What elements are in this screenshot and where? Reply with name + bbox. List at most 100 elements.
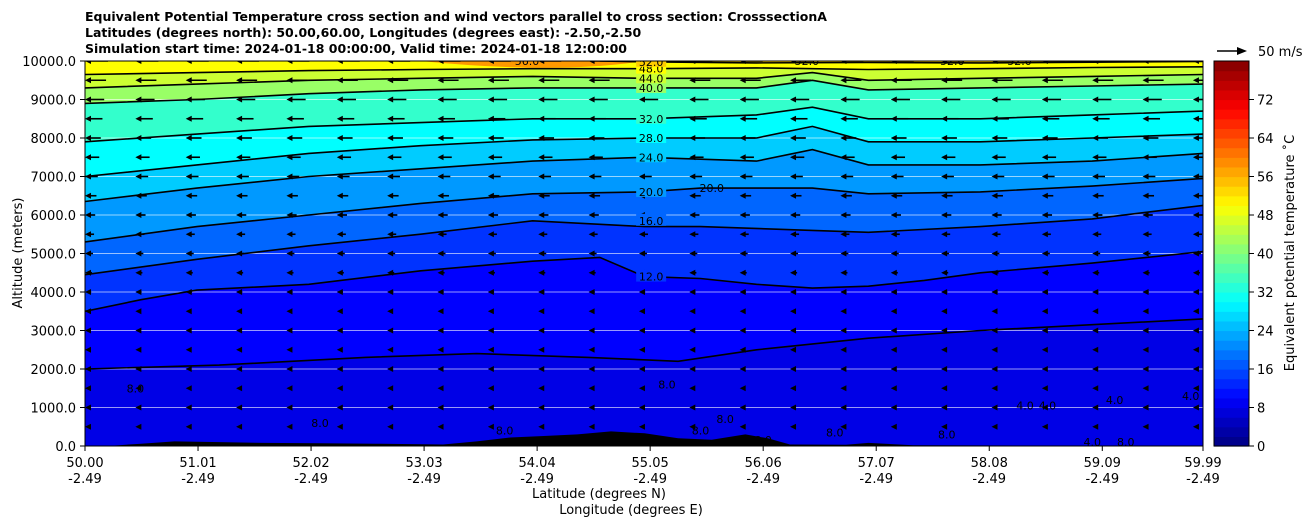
wind-vector-18-18 (991, 404, 998, 411)
wind-vector-13-15 (840, 308, 847, 315)
contour-label-bg-28 (636, 131, 667, 143)
wind-vector-19-8 (487, 423, 494, 430)
wind-vector-10-8 (487, 250, 494, 257)
wind-vector-12-7 (437, 289, 444, 295)
wind-vector-3-15 (840, 115, 847, 122)
wind-vector-11-21 (1142, 269, 1149, 276)
wind-vector-1-3 (236, 77, 243, 84)
wind-vector-3-14 (790, 115, 797, 122)
wind-vector-10-19 (1041, 250, 1048, 257)
y-tick-label-6: 6000.0 (31, 209, 77, 224)
wind-vector-2-21 (1142, 96, 1149, 103)
wind-vector-17-11 (638, 385, 645, 392)
wind-vector-15-22 (1192, 346, 1199, 353)
contour-label-extra-8: 8.0 (658, 378, 676, 391)
quiver-key: 50 m/s (1217, 45, 1303, 60)
wind-vector-9-17 (941, 231, 948, 238)
wind-vector-17-22 (1192, 385, 1199, 392)
wind-vector-11-2 (185, 269, 192, 276)
contour-label-extra-5: 8.0 (127, 382, 145, 395)
wind-vector-1-16 (890, 77, 897, 84)
wind-vector-6-3 (236, 173, 243, 180)
wind-vector-8-17 (941, 212, 948, 218)
wind-vector-16-14 (790, 366, 797, 372)
wind-vector-6-10 (588, 173, 595, 180)
wind-vector-13-4 (286, 308, 293, 315)
wind-vector-8-8 (487, 212, 494, 218)
colorbar-swatch-37 (1214, 80, 1249, 91)
contour-line-12 (85, 250, 1203, 313)
wind-vector-4-21 (1142, 135, 1149, 141)
y-axis-label: Altitude (meters) (11, 198, 26, 309)
wind-vector-16-19 (1041, 366, 1048, 372)
wind-vector-5-0 (85, 154, 91, 161)
wind-vector-5-8 (487, 154, 494, 161)
colorbar-swatch-0 (1214, 436, 1249, 447)
wind-vector-17-12 (689, 385, 696, 392)
contour-label-extra-12: 8.0 (826, 427, 844, 440)
wind-vector-15-0 (85, 346, 91, 353)
contour-label-extra-11: 8.0 (754, 434, 772, 447)
wind-vector-9-12 (689, 231, 696, 238)
wind-vector-15-14 (790, 346, 797, 353)
plot-area: 12.016.020.024.028.032.040.044.048.052.0… (85, 55, 1203, 447)
colorbar-swatch-29 (1214, 157, 1249, 168)
wind-vector-15-9 (538, 346, 545, 353)
wind-vector-9-20 (1092, 231, 1099, 238)
wind-vector-11-6 (387, 269, 394, 276)
wind-vector-8-20 (1092, 212, 1099, 218)
colorbar-swatch-22 (1214, 224, 1249, 235)
wind-vector-4-6 (387, 135, 394, 141)
wind-vector-3-18 (991, 115, 998, 122)
wind-vector-7-6 (387, 192, 394, 199)
colorbar-swatch-28 (1214, 166, 1249, 178)
wind-vector-14-8 (487, 327, 494, 334)
wind-vector-8-18 (991, 212, 998, 218)
wind-vector-12-5 (336, 289, 343, 295)
terrain (85, 431, 1203, 446)
wind-vector-13-2 (185, 308, 192, 315)
wind-vector-3-19 (1041, 115, 1048, 122)
wind-vector-12-22 (1192, 289, 1199, 295)
wind-vector-18-17 (941, 404, 948, 411)
wind-vector-3-21 (1142, 115, 1149, 122)
contour-label-extra-0: 56.0 (515, 55, 540, 68)
wind-vector-5-21 (1142, 154, 1149, 161)
wind-vector-16-13 (739, 366, 746, 372)
wind-vector-14-17 (941, 327, 948, 334)
wind-vector-18-5 (336, 404, 343, 411)
y-tick-label-9: 9000.0 (31, 94, 77, 109)
wind-vector-2-0 (85, 96, 91, 103)
wind-vector-0-8 (487, 61, 494, 64)
wind-vector-2-5 (336, 96, 343, 103)
wind-vector-5-3 (236, 154, 243, 161)
colorbar-tick-label-7: 56 (1257, 171, 1274, 186)
colorbar-swatch-32 (1214, 128, 1249, 139)
wind-vector-18-20 (1092, 404, 1099, 411)
x-tick-label-lat-4: 54.04 (519, 456, 556, 471)
wind-vector-9-3 (236, 231, 243, 238)
wind-vector-1-6 (387, 77, 394, 84)
wind-vector-10-18 (991, 250, 998, 257)
wind-vector-5-1 (135, 154, 142, 161)
wind-vector-11-18 (991, 269, 998, 276)
wind-vector-15-5 (336, 346, 343, 353)
wind-vector-13-8 (487, 308, 494, 315)
wind-vector-7-10 (588, 192, 595, 199)
wind-vector-6-14 (790, 173, 797, 180)
wind-vector-18-16 (890, 404, 897, 411)
wind-vector-4-3 (236, 135, 243, 141)
wind-vector-13-1 (135, 308, 142, 315)
wind-vector-7-2 (185, 192, 192, 199)
wind-vector-12-11 (638, 289, 645, 295)
wind-vector-3-2 (185, 115, 192, 122)
wind-vector-5-15 (840, 154, 847, 161)
contour-label-bg-44 (636, 71, 667, 84)
x-tick-label-lon-10: -2.49 (1186, 472, 1220, 487)
wind-vector-7-22 (1192, 192, 1199, 199)
wind-vector-0-6 (387, 61, 394, 64)
wind-vector-18-8 (487, 404, 494, 411)
wind-vector-19-11 (638, 423, 645, 430)
x-tick-label-lon-5: -2.49 (633, 472, 667, 487)
quiver-key-label: 50 m/s (1258, 45, 1303, 60)
